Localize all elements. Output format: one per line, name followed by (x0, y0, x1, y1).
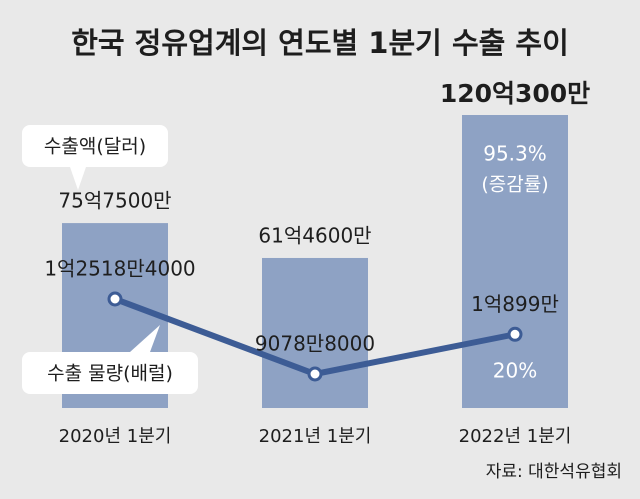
bar-value-label: 75억7500만 (58, 189, 171, 213)
line-value-label: 1억2518만4000 (44, 257, 195, 281)
point (307, 366, 323, 382)
source: 자료: 대한석유협회 (486, 462, 622, 482)
bar (462, 115, 568, 408)
chart-title: 한국 정유업계의 연도별 1분기 수출 추이 (71, 26, 569, 60)
legend-box (22, 125, 168, 167)
x-tick-label: 2022년 1분기 (459, 426, 572, 447)
point (507, 326, 523, 342)
bar (262, 257, 368, 408)
line-value-label: 9078만8000 (255, 332, 375, 356)
bar-value-label: 61억4600만 (258, 223, 371, 247)
x-tick-label: 2021년 1분기 (259, 426, 372, 447)
growth-label: 20% (493, 359, 537, 383)
legend-label: 수출 물량(배럴) (47, 363, 173, 385)
callout-pointer (130, 325, 160, 352)
growth-label: 95.3% (483, 142, 547, 166)
legend-box (22, 352, 198, 394)
bar-value-label: 120억300만 (440, 79, 590, 108)
point (107, 291, 123, 307)
growth-note: (증감률) (481, 174, 548, 196)
line-value-label: 1억899만 (471, 292, 559, 316)
legend-label: 수출액(달러) (44, 136, 146, 158)
callout-pointer (70, 167, 86, 190)
x-tick-label: 2020년 1분기 (59, 426, 172, 447)
